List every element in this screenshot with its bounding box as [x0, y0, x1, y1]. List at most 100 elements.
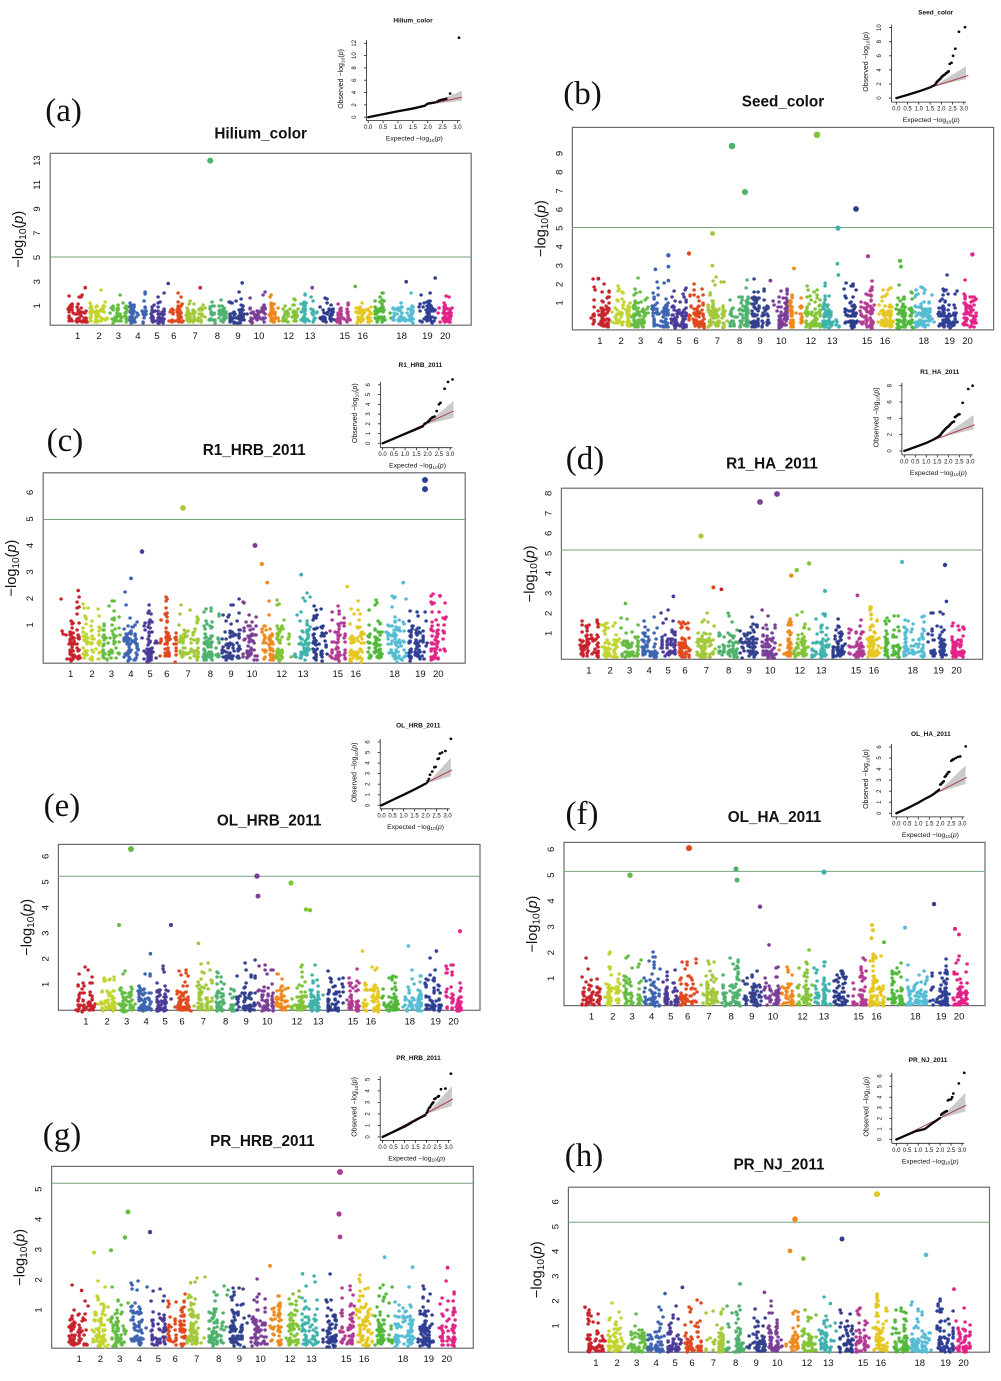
svg-text:9: 9	[237, 1354, 242, 1365]
svg-text:3: 3	[554, 263, 565, 268]
svg-text:20: 20	[441, 1354, 452, 1365]
svg-text:4: 4	[366, 402, 372, 406]
svg-text:1.5: 1.5	[933, 459, 942, 465]
svg-text:Seed_color: Seed_color	[918, 10, 954, 17]
svg-text:2: 2	[98, 1354, 103, 1365]
svg-text:(b): (b)	[563, 76, 601, 112]
svg-text:2: 2	[366, 421, 372, 425]
svg-text:0.5: 0.5	[903, 821, 912, 827]
svg-text:1.0: 1.0	[914, 1148, 923, 1154]
svg-text:4: 4	[366, 1089, 372, 1093]
svg-text:2: 2	[25, 596, 36, 601]
svg-text:10: 10	[776, 336, 787, 347]
svg-text:6: 6	[25, 490, 36, 495]
svg-text:Expected −log10(p): Expected −log10(p)	[903, 117, 960, 125]
svg-text:2: 2	[543, 611, 554, 616]
svg-text:OL_HA_2011: OL_HA_2011	[728, 809, 822, 826]
svg-text:2: 2	[366, 782, 372, 786]
svg-text:PR_HRB_2011: PR_HRB_2011	[210, 1133, 315, 1150]
svg-text:6: 6	[682, 665, 687, 676]
svg-text:6: 6	[366, 382, 372, 386]
svg-text:1: 1	[83, 1016, 88, 1027]
svg-text:1.5: 1.5	[925, 1148, 934, 1154]
svg-text:1: 1	[589, 1012, 594, 1023]
svg-text:4: 4	[40, 905, 51, 910]
svg-text:10: 10	[262, 1016, 273, 1027]
svg-text:2.0: 2.0	[936, 821, 945, 827]
svg-text:1: 1	[586, 665, 591, 676]
svg-text:6: 6	[179, 1016, 184, 1027]
svg-text:OL_HRB_2011: OL_HRB_2011	[217, 813, 322, 830]
svg-text:7: 7	[193, 331, 198, 342]
svg-text:3: 3	[366, 771, 372, 775]
svg-text:2.5: 2.5	[948, 107, 957, 113]
svg-text:10: 10	[765, 665, 776, 676]
svg-text:6: 6	[877, 745, 883, 749]
svg-text:12: 12	[797, 1012, 808, 1023]
svg-text:4: 4	[653, 1358, 658, 1369]
svg-text:8: 8	[729, 1012, 734, 1023]
svg-text:10: 10	[877, 24, 883, 31]
svg-text:2: 2	[887, 432, 893, 436]
svg-text:Expected −log10(p): Expected −log10(p)	[388, 1155, 445, 1163]
svg-text:3: 3	[877, 778, 883, 782]
svg-text:13: 13	[313, 1016, 324, 1027]
svg-text:2.5: 2.5	[955, 459, 964, 465]
svg-text:10: 10	[247, 669, 258, 680]
svg-text:5: 5	[546, 873, 557, 878]
svg-text:−log10(p): −log10(p)	[13, 1229, 31, 1286]
svg-text:2.5: 2.5	[432, 813, 441, 819]
svg-text:3: 3	[34, 1247, 45, 1252]
svg-text:2: 2	[105, 1016, 110, 1027]
svg-text:5: 5	[40, 879, 51, 884]
svg-text:8: 8	[208, 669, 213, 680]
svg-text:18: 18	[405, 1016, 416, 1027]
svg-text:12: 12	[795, 665, 806, 676]
svg-text:Hilium_color: Hilium_color	[393, 18, 433, 25]
svg-text:Expected −log10(p): Expected −log10(p)	[902, 1158, 959, 1166]
svg-text:4: 4	[554, 244, 565, 249]
svg-text:R1_HRB_2011: R1_HRB_2011	[399, 362, 443, 369]
svg-text:−log10(p): −log10(p)	[11, 211, 29, 268]
svg-text:6: 6	[171, 331, 176, 342]
svg-text:2: 2	[608, 665, 613, 676]
svg-text:0: 0	[366, 441, 372, 445]
svg-text:3.0: 3.0	[960, 107, 969, 113]
svg-text:10: 10	[254, 331, 265, 342]
svg-text:18: 18	[389, 669, 400, 680]
svg-text:9: 9	[244, 1016, 249, 1027]
svg-text:9: 9	[749, 1012, 754, 1023]
svg-text:16: 16	[876, 1358, 887, 1369]
svg-text:0.0: 0.0	[377, 813, 386, 819]
svg-text:12: 12	[276, 669, 287, 680]
svg-text:−log10(p): −log10(p)	[525, 896, 543, 953]
svg-text:4: 4	[128, 669, 133, 680]
svg-text:15: 15	[853, 1012, 864, 1023]
svg-text:5: 5	[554, 226, 565, 231]
svg-text:16: 16	[869, 665, 880, 676]
svg-text:12: 12	[285, 1354, 296, 1365]
svg-text:20: 20	[448, 1016, 459, 1027]
svg-text:0.5: 0.5	[389, 1145, 398, 1151]
svg-text:16: 16	[350, 669, 361, 680]
svg-text:2: 2	[550, 1298, 561, 1303]
svg-text:0.0: 0.0	[378, 1145, 387, 1151]
svg-text:2: 2	[877, 1116, 883, 1120]
svg-text:8: 8	[887, 383, 893, 387]
svg-text:4: 4	[649, 1012, 654, 1023]
svg-text:0.5: 0.5	[379, 125, 388, 131]
svg-text:Expected −log10(p): Expected −log10(p)	[387, 824, 444, 832]
svg-text:7: 7	[543, 511, 554, 516]
svg-text:4: 4	[657, 336, 662, 347]
svg-text:Observed −log10(p): Observed −log10(p)	[863, 32, 871, 92]
svg-text:9: 9	[754, 1358, 759, 1369]
svg-text:(c): (c)	[47, 423, 84, 459]
svg-text:6: 6	[173, 1354, 178, 1365]
svg-text:(h): (h)	[565, 1138, 603, 1174]
svg-text:19: 19	[424, 1354, 435, 1365]
svg-text:0: 0	[352, 115, 358, 119]
svg-text:1.0: 1.0	[401, 452, 410, 458]
svg-text:0: 0	[877, 811, 883, 815]
svg-text:1.0: 1.0	[914, 821, 923, 827]
svg-text:13: 13	[305, 331, 316, 342]
